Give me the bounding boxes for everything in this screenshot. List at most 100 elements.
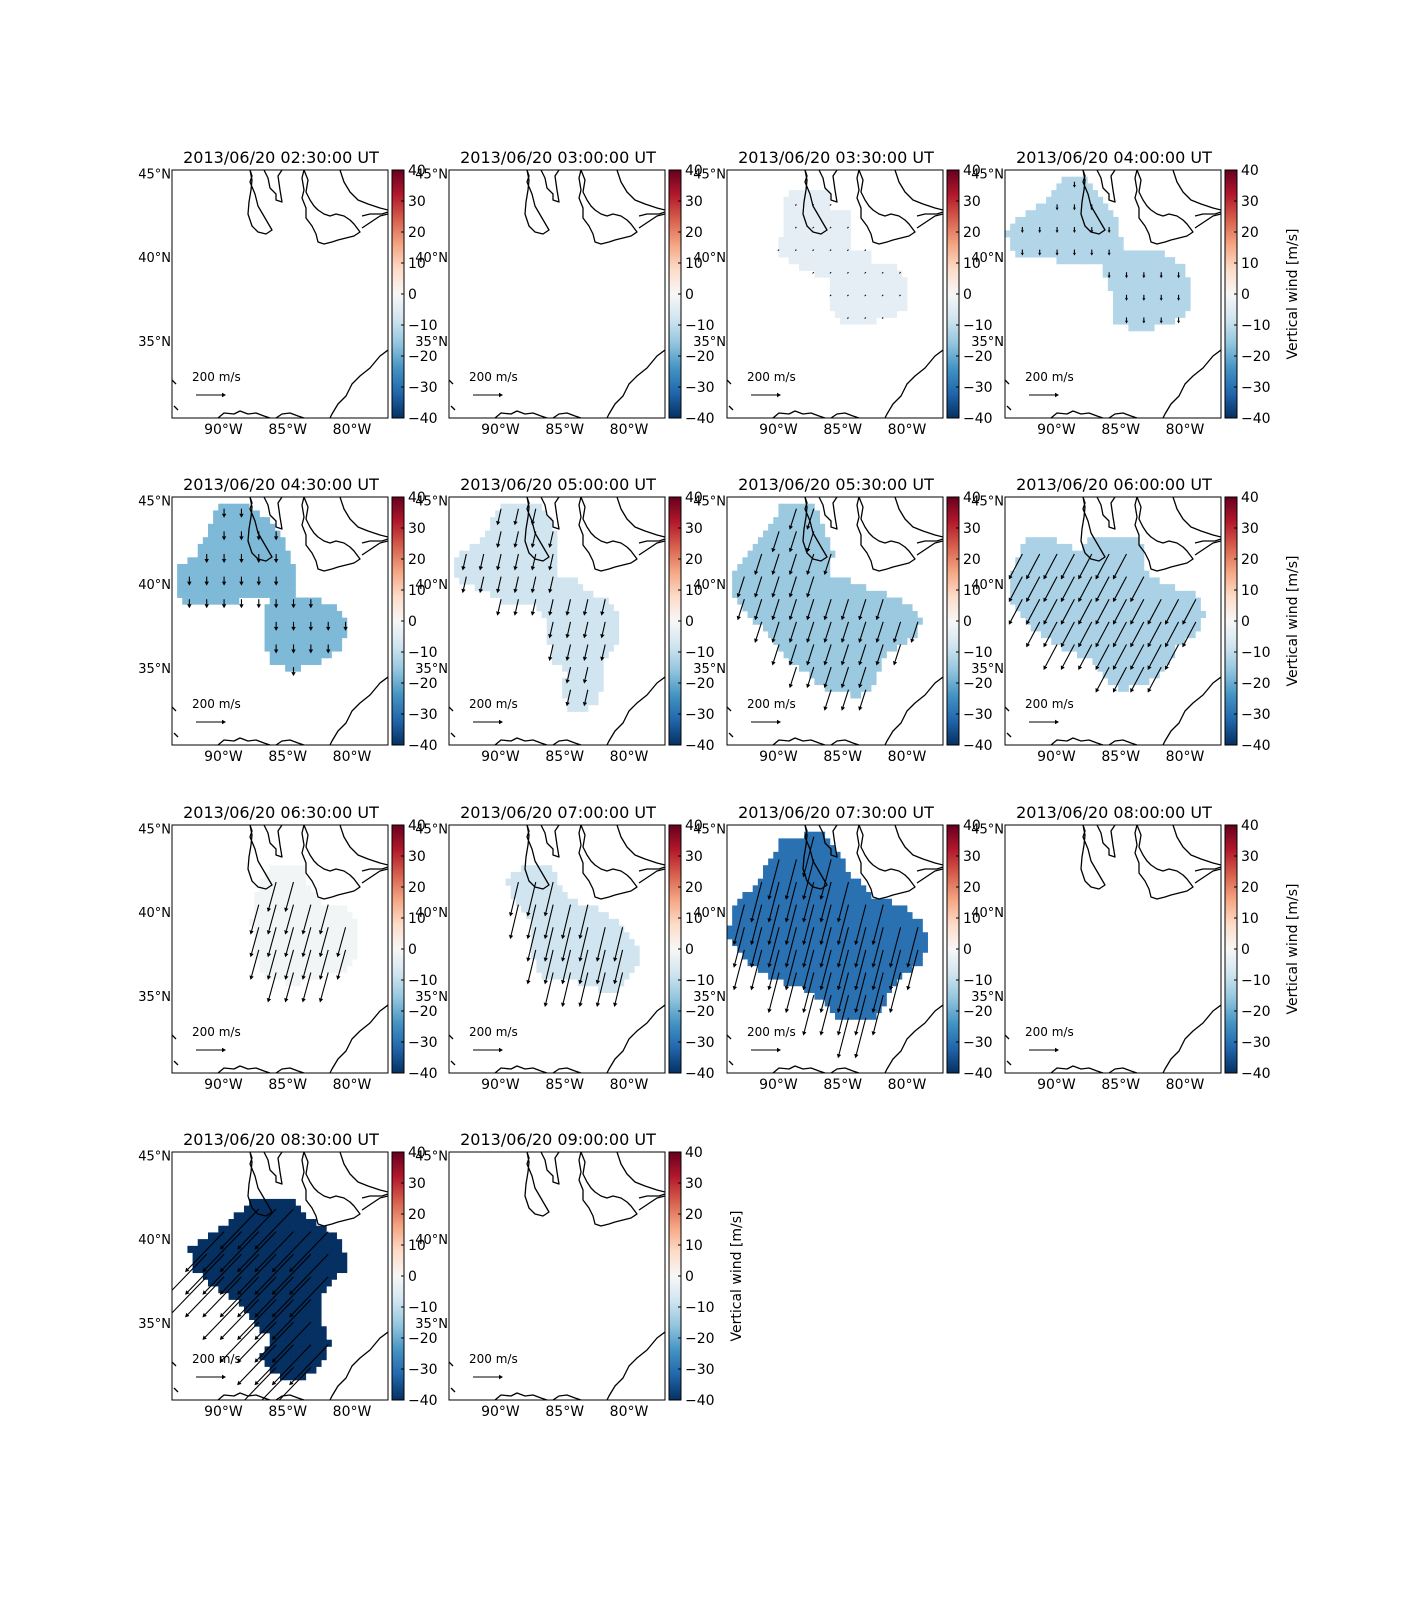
data-cell bbox=[1149, 250, 1155, 258]
data-cell bbox=[593, 657, 599, 665]
data-cell bbox=[886, 644, 892, 652]
data-cell bbox=[536, 959, 542, 967]
data-cell bbox=[285, 1332, 291, 1341]
data-cell bbox=[783, 530, 790, 538]
data-cell bbox=[280, 1286, 286, 1294]
data-cell bbox=[1159, 644, 1165, 652]
data-cell bbox=[249, 1219, 255, 1227]
wind-arrow bbox=[819, 949, 832, 991]
data-cell bbox=[1133, 283, 1140, 292]
data-cell bbox=[562, 898, 568, 906]
coastline bbox=[727, 825, 943, 1073]
data-cell bbox=[264, 925, 271, 933]
wind-arrow bbox=[291, 667, 296, 677]
data-cell bbox=[1071, 590, 1078, 598]
data-cell bbox=[840, 631, 846, 639]
data-cell bbox=[1149, 297, 1155, 305]
data-cell bbox=[1169, 637, 1176, 645]
data-cell bbox=[254, 938, 260, 947]
data-cell bbox=[840, 644, 846, 652]
data-cell bbox=[845, 243, 851, 251]
data-cell bbox=[901, 610, 908, 619]
data-cell bbox=[1025, 557, 1032, 565]
data-cell bbox=[572, 704, 578, 712]
data-cell bbox=[295, 878, 301, 886]
data-cell bbox=[521, 905, 527, 913]
data-cell bbox=[259, 1326, 265, 1334]
data-cell bbox=[732, 925, 738, 933]
data-cell bbox=[254, 892, 260, 900]
colorbar-tick-label: −30 bbox=[408, 707, 438, 723]
wind-arrow bbox=[318, 949, 329, 980]
data-cell bbox=[860, 270, 867, 278]
wind-arrows bbox=[777, 203, 901, 319]
data-cell bbox=[876, 290, 882, 298]
data-cell bbox=[1190, 617, 1196, 625]
data-cell bbox=[896, 604, 903, 612]
data-cell bbox=[896, 945, 903, 953]
data-cell bbox=[876, 270, 882, 278]
data-cell bbox=[274, 1299, 281, 1307]
data-cell bbox=[907, 610, 913, 619]
data-cell bbox=[269, 898, 276, 906]
data-cell bbox=[819, 263, 826, 271]
data-cell bbox=[845, 604, 851, 612]
data-cell bbox=[865, 590, 872, 598]
data-cell bbox=[274, 1306, 281, 1314]
colorbar-tick-label: 40 bbox=[963, 818, 981, 834]
data-cell bbox=[1097, 203, 1104, 211]
data-cell bbox=[515, 557, 522, 565]
data-cell bbox=[1113, 604, 1119, 612]
quiver-key-label: 200 m/s bbox=[747, 370, 796, 384]
data-cell bbox=[809, 570, 815, 578]
data-cell bbox=[603, 932, 609, 940]
data-cell bbox=[845, 898, 851, 906]
data-cell bbox=[855, 304, 862, 312]
data-cell bbox=[737, 898, 743, 906]
data-cell bbox=[218, 543, 224, 552]
data-cell bbox=[840, 590, 846, 598]
data-cell bbox=[280, 637, 286, 645]
wind-arrow bbox=[526, 949, 537, 985]
data-cell bbox=[526, 912, 532, 920]
wind-arrow bbox=[871, 972, 884, 1013]
data-cell bbox=[778, 858, 784, 866]
data-cell bbox=[763, 892, 769, 900]
data-cell bbox=[819, 851, 826, 859]
wind-arrow bbox=[273, 531, 279, 541]
map-area bbox=[1005, 170, 1221, 418]
data-cell bbox=[541, 959, 548, 967]
data-cell bbox=[1030, 216, 1037, 225]
data-cell bbox=[1143, 277, 1150, 285]
data-cell bbox=[1164, 283, 1170, 292]
data-cell bbox=[1107, 644, 1114, 652]
colorbar-tick-label: 20 bbox=[1241, 880, 1259, 896]
data-cell bbox=[901, 297, 908, 305]
data-cell bbox=[310, 945, 317, 953]
wind-arrow bbox=[301, 904, 312, 935]
wind-arrow bbox=[892, 644, 902, 666]
wind-arrow bbox=[613, 949, 624, 985]
coastline bbox=[1005, 170, 1221, 418]
data-cell bbox=[346, 918, 353, 926]
colorbar-tick-label: −10 bbox=[685, 973, 715, 989]
data-cell bbox=[814, 898, 820, 906]
wind-arrow bbox=[829, 294, 832, 297]
data-cell bbox=[479, 537, 486, 545]
data-cell bbox=[1066, 250, 1073, 258]
coastline-path bbox=[1194, 868, 1221, 884]
data-cell bbox=[238, 1219, 245, 1227]
wind-arrow bbox=[854, 904, 867, 946]
data-cell bbox=[860, 610, 867, 619]
data-cell bbox=[1164, 310, 1170, 318]
data-cell bbox=[280, 1219, 286, 1227]
data-cell bbox=[249, 557, 255, 565]
wind-arrow bbox=[308, 599, 314, 609]
data-cell bbox=[593, 952, 599, 960]
data-cell bbox=[531, 871, 537, 880]
data-cell bbox=[1149, 597, 1155, 605]
data-cell bbox=[793, 871, 800, 880]
wind-arrow bbox=[802, 881, 815, 923]
data-cell bbox=[321, 637, 327, 645]
data-cell bbox=[485, 543, 491, 552]
